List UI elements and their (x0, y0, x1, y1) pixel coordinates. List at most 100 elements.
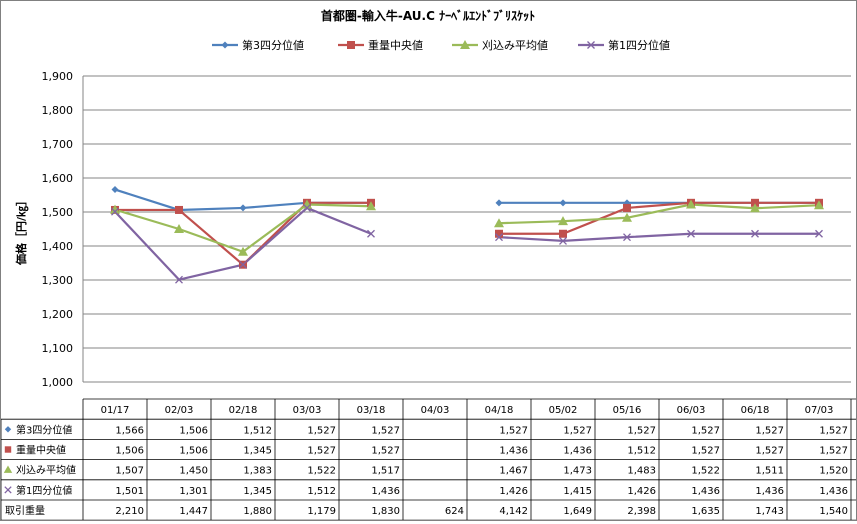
point-triangle (622, 212, 632, 222)
x-tick-label: 04/18 (485, 405, 514, 416)
marker-x-stroke (303, 203, 311, 212)
y-tick-label: 1,800 (42, 104, 74, 117)
point-square (175, 205, 183, 214)
legend-marker (587, 41, 595, 49)
table-cell: 1,649 (563, 506, 592, 517)
point-x (687, 229, 695, 238)
legend-label: 重量中央値 (368, 38, 423, 52)
point-square (623, 203, 631, 212)
table-cell: 2,210 (115, 506, 144, 517)
table-legend-key (4, 486, 12, 494)
series-line-square (499, 201, 819, 235)
table-cell: 1,415 (563, 486, 592, 497)
point-triangle (238, 246, 248, 256)
point-x (623, 233, 631, 242)
y-tick-label: 1,400 (42, 240, 74, 253)
y-tick-labels: 1,000 1,100 1,200 1,300 1,400 1,500 1,600 1,700… (42, 70, 74, 389)
point-x (559, 236, 567, 245)
marker-x-stroke (239, 260, 247, 269)
point-square (751, 198, 759, 207)
legend-label: 第3四分位値 (242, 38, 304, 52)
table-cell: 1,345 (243, 446, 272, 457)
marker-x-stroke (623, 233, 631, 242)
table-row-label: 重量中央値 (16, 444, 66, 457)
point-triangle (366, 201, 376, 211)
marker-x-stroke (751, 229, 759, 238)
series-line-x (114, 206, 372, 281)
table-cell: 1,506 (115, 446, 144, 457)
point-triangle (558, 216, 568, 226)
table-cell: 1,436 (371, 486, 400, 497)
point-diamond (239, 204, 247, 212)
point-x (495, 233, 503, 242)
point-triangle (814, 200, 824, 210)
table-cell: 1,345 (243, 486, 272, 497)
table-cell: 1,426 (627, 486, 656, 497)
marker-x-stroke (587, 41, 595, 49)
x-tick-label: 03/03 (293, 405, 322, 416)
x-tick-label: 01/17 (101, 405, 130, 416)
series-line-x (498, 232, 819, 243)
table-cell: 4,142 (499, 506, 528, 517)
legend-label: 第1四分位値 (608, 38, 670, 52)
point-square (559, 229, 567, 238)
table-cell: 1,540 (819, 506, 848, 517)
table-cell: 1,511 (755, 466, 784, 477)
y-tick-label: 1,500 (42, 206, 74, 219)
table-cell: 1,522 (691, 466, 720, 477)
table-cell: 1,301 (179, 486, 208, 497)
table-legend-key (3, 465, 13, 473)
x-tick-label: 05/16 (613, 405, 642, 416)
y-tick-label: 1,600 (42, 172, 74, 185)
table-cell: 1,527 (307, 446, 336, 457)
point-triangle (110, 204, 120, 214)
x-tick-label: 06/18 (741, 405, 770, 416)
chart-title: 首都圏-輸入牛-AU.C ﾅｰﾍﾞﾙｴﾝﾄﾞﾌﾞﾘｽｹｯﾄ (321, 8, 535, 23)
point-x (751, 229, 759, 238)
y-tick-label: 1,200 (42, 308, 74, 321)
x-tick-label: 02/18 (229, 405, 258, 416)
y-tick-label: 1,700 (42, 138, 74, 151)
y-tick-label: 1,900 (42, 70, 74, 83)
table-row-label: 取引重量 (5, 504, 45, 517)
y-tick-label: 1,000 (42, 376, 74, 389)
table-cell: 1,527 (307, 425, 336, 436)
table-cell: 1,506 (179, 446, 208, 457)
x-tick-label: 04/03 (421, 405, 450, 416)
point-diamond (495, 199, 503, 207)
table-cell: 1,743 (755, 506, 784, 517)
table-cell: 1,635 (691, 506, 720, 517)
table-cell: 1,179 (307, 506, 336, 517)
table-cell: 1,512 (627, 446, 656, 457)
table-cell: 1,527 (499, 425, 528, 436)
table-cell: 1,566 (115, 425, 144, 436)
data-table: 01/17 02/03 02/18 03/03 03/18 04/03 04/18 05/02… (0, 398, 856, 521)
series-line-triangle (498, 203, 820, 225)
point-triangle (686, 199, 696, 209)
table-cell: 1,483 (627, 466, 656, 477)
table-cell: 1,506 (179, 425, 208, 436)
table-cell: 1,436 (499, 446, 528, 457)
point-diamond (111, 186, 119, 194)
table-cell: 1,527 (691, 425, 720, 436)
table-cell: 624 (445, 506, 464, 517)
table-cell: 1,467 (499, 466, 528, 477)
x-tick-label: 05/02 (549, 405, 578, 416)
table-cell: 1,436 (819, 486, 848, 497)
table-row-label: 第1四分位値 (16, 484, 72, 497)
point-triangle (174, 224, 184, 233)
table-cell: 1,527 (371, 446, 400, 457)
x-tick-label: 07/03 (805, 405, 834, 416)
point-x (367, 229, 375, 238)
table-cell: 1,450 (179, 466, 208, 477)
table-cell: 1,512 (243, 425, 272, 436)
table-cell: 2,398 (627, 506, 656, 517)
table-cell: 1,527 (755, 425, 784, 436)
point-x (815, 229, 823, 238)
legend: 第3四分位値 重量中央値 刈込み平均値 第1四分位値 (212, 38, 670, 52)
series-lines (114, 188, 820, 281)
table-cell: 1,517 (371, 466, 400, 477)
table-cell: 1,527 (755, 446, 784, 457)
